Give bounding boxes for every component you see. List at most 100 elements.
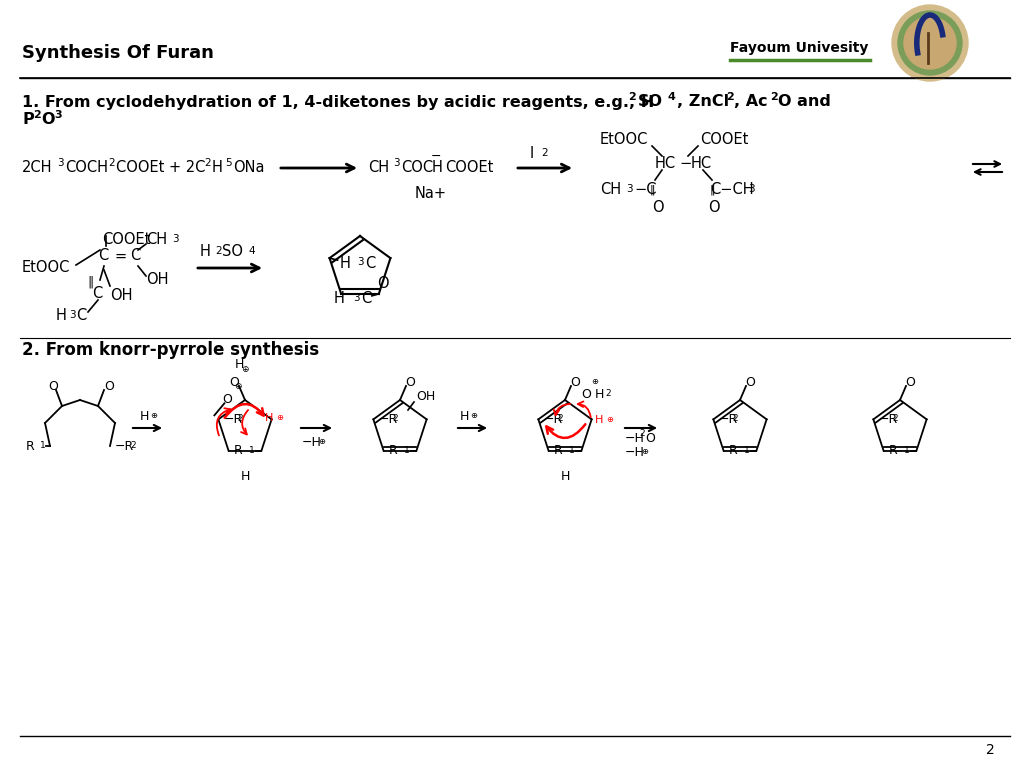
Text: CH: CH (600, 183, 622, 197)
Text: H: H (265, 413, 273, 423)
Text: ‖: ‖ (650, 185, 655, 195)
Text: HC: HC (691, 155, 712, 170)
Text: H: H (212, 161, 223, 176)
Circle shape (892, 5, 968, 81)
Text: −R: −R (879, 413, 898, 425)
Text: Synthesis Of Furan: Synthesis Of Furan (22, 44, 214, 62)
Text: −R: −R (719, 413, 737, 425)
Text: H: H (140, 409, 150, 422)
Text: 3: 3 (353, 293, 359, 303)
Text: , ZnCl: , ZnCl (677, 94, 729, 110)
Text: O: O (229, 376, 239, 389)
Text: ⊕: ⊕ (641, 447, 648, 456)
Text: 2: 2 (238, 415, 243, 423)
Text: EtOOC: EtOOC (600, 133, 648, 147)
Text: −R: −R (223, 413, 243, 425)
Text: 2: 2 (605, 389, 610, 398)
Text: =: = (115, 249, 127, 263)
Text: −H: −H (625, 432, 645, 445)
Text: C: C (92, 286, 102, 300)
Text: COC: COC (401, 161, 433, 176)
Text: C−CH: C−CH (710, 183, 754, 197)
Text: O: O (905, 376, 914, 389)
Text: 3: 3 (393, 158, 399, 168)
Text: O: O (581, 388, 591, 400)
Text: ⊕: ⊕ (241, 365, 249, 374)
Text: 3: 3 (626, 184, 633, 194)
Text: 2: 2 (986, 743, 994, 757)
Text: OH: OH (110, 289, 132, 303)
Text: H: H (340, 256, 350, 270)
Text: ⊕: ⊕ (150, 411, 157, 420)
Text: 3: 3 (357, 257, 365, 267)
Text: O: O (708, 200, 720, 216)
Text: 2: 2 (557, 415, 563, 423)
Text: 1: 1 (40, 441, 46, 450)
Text: 3: 3 (69, 310, 76, 320)
Text: ⊕: ⊕ (234, 382, 242, 392)
Text: 2: 2 (130, 441, 135, 450)
Text: COOEt: COOEt (102, 233, 151, 247)
Text: 4: 4 (668, 92, 676, 102)
Circle shape (904, 17, 956, 69)
Text: O: O (745, 376, 755, 389)
Text: H: H (200, 244, 211, 260)
Text: ⊕: ⊕ (470, 411, 477, 420)
Text: −C: −C (634, 183, 656, 197)
Text: −: − (679, 155, 691, 170)
Text: 2: 2 (215, 246, 221, 256)
Text: R: R (728, 444, 737, 457)
Text: 1: 1 (249, 445, 254, 455)
Text: H: H (595, 415, 603, 425)
Text: R: R (553, 444, 562, 457)
Text: OH: OH (416, 389, 435, 402)
Text: C: C (130, 249, 140, 263)
Text: ⊕: ⊕ (606, 415, 613, 424)
Text: Na+: Na+ (415, 186, 447, 200)
Text: ⊕: ⊕ (318, 437, 325, 446)
Text: O: O (222, 393, 232, 406)
Text: COOEt + 2C: COOEt + 2C (116, 161, 206, 176)
Text: 5: 5 (225, 158, 231, 168)
Text: SO: SO (222, 244, 243, 260)
Text: COCH: COCH (65, 161, 108, 176)
Text: Fayoum Univesity: Fayoum Univesity (730, 41, 868, 55)
Text: H: H (234, 357, 245, 370)
Text: ‖: ‖ (87, 276, 93, 289)
Text: −R: −R (379, 413, 397, 425)
Text: ⊕: ⊕ (276, 413, 283, 422)
Text: 1. From cyclodehydration of 1, 4-diketones by acidic reagents, e.g., H: 1. From cyclodehydration of 1, 4-diketon… (22, 94, 654, 110)
Text: 2: 2 (628, 92, 636, 102)
Text: H: H (561, 469, 570, 482)
Text: OH: OH (146, 273, 169, 287)
Text: 1: 1 (403, 445, 410, 455)
Text: R: R (889, 444, 897, 457)
Text: C: C (98, 249, 109, 263)
Text: O: O (652, 200, 664, 216)
Text: 2: 2 (204, 158, 211, 168)
Text: O: O (645, 432, 655, 445)
Text: R: R (233, 444, 243, 457)
Text: 2: 2 (770, 92, 778, 102)
Text: 1: 1 (743, 445, 750, 455)
Text: 3: 3 (172, 234, 178, 244)
Text: O: O (41, 112, 54, 127)
Text: O and: O and (778, 94, 830, 110)
Text: C: C (360, 291, 371, 306)
Text: H: H (241, 469, 251, 482)
Text: CH: CH (368, 161, 389, 176)
Text: 2: 2 (732, 415, 738, 423)
Text: 2: 2 (892, 415, 898, 423)
Text: 2: 2 (541, 148, 548, 158)
Text: HC: HC (655, 155, 676, 170)
Text: 2: 2 (108, 158, 115, 168)
Text: I: I (530, 147, 535, 161)
Text: H: H (334, 291, 345, 306)
Text: R: R (26, 439, 35, 452)
Circle shape (898, 11, 962, 75)
Text: COOEt: COOEt (445, 161, 494, 176)
Text: H: H (432, 161, 442, 176)
Text: H: H (56, 309, 67, 323)
Text: 2: 2 (33, 110, 41, 120)
Text: −H: −H (302, 435, 322, 449)
